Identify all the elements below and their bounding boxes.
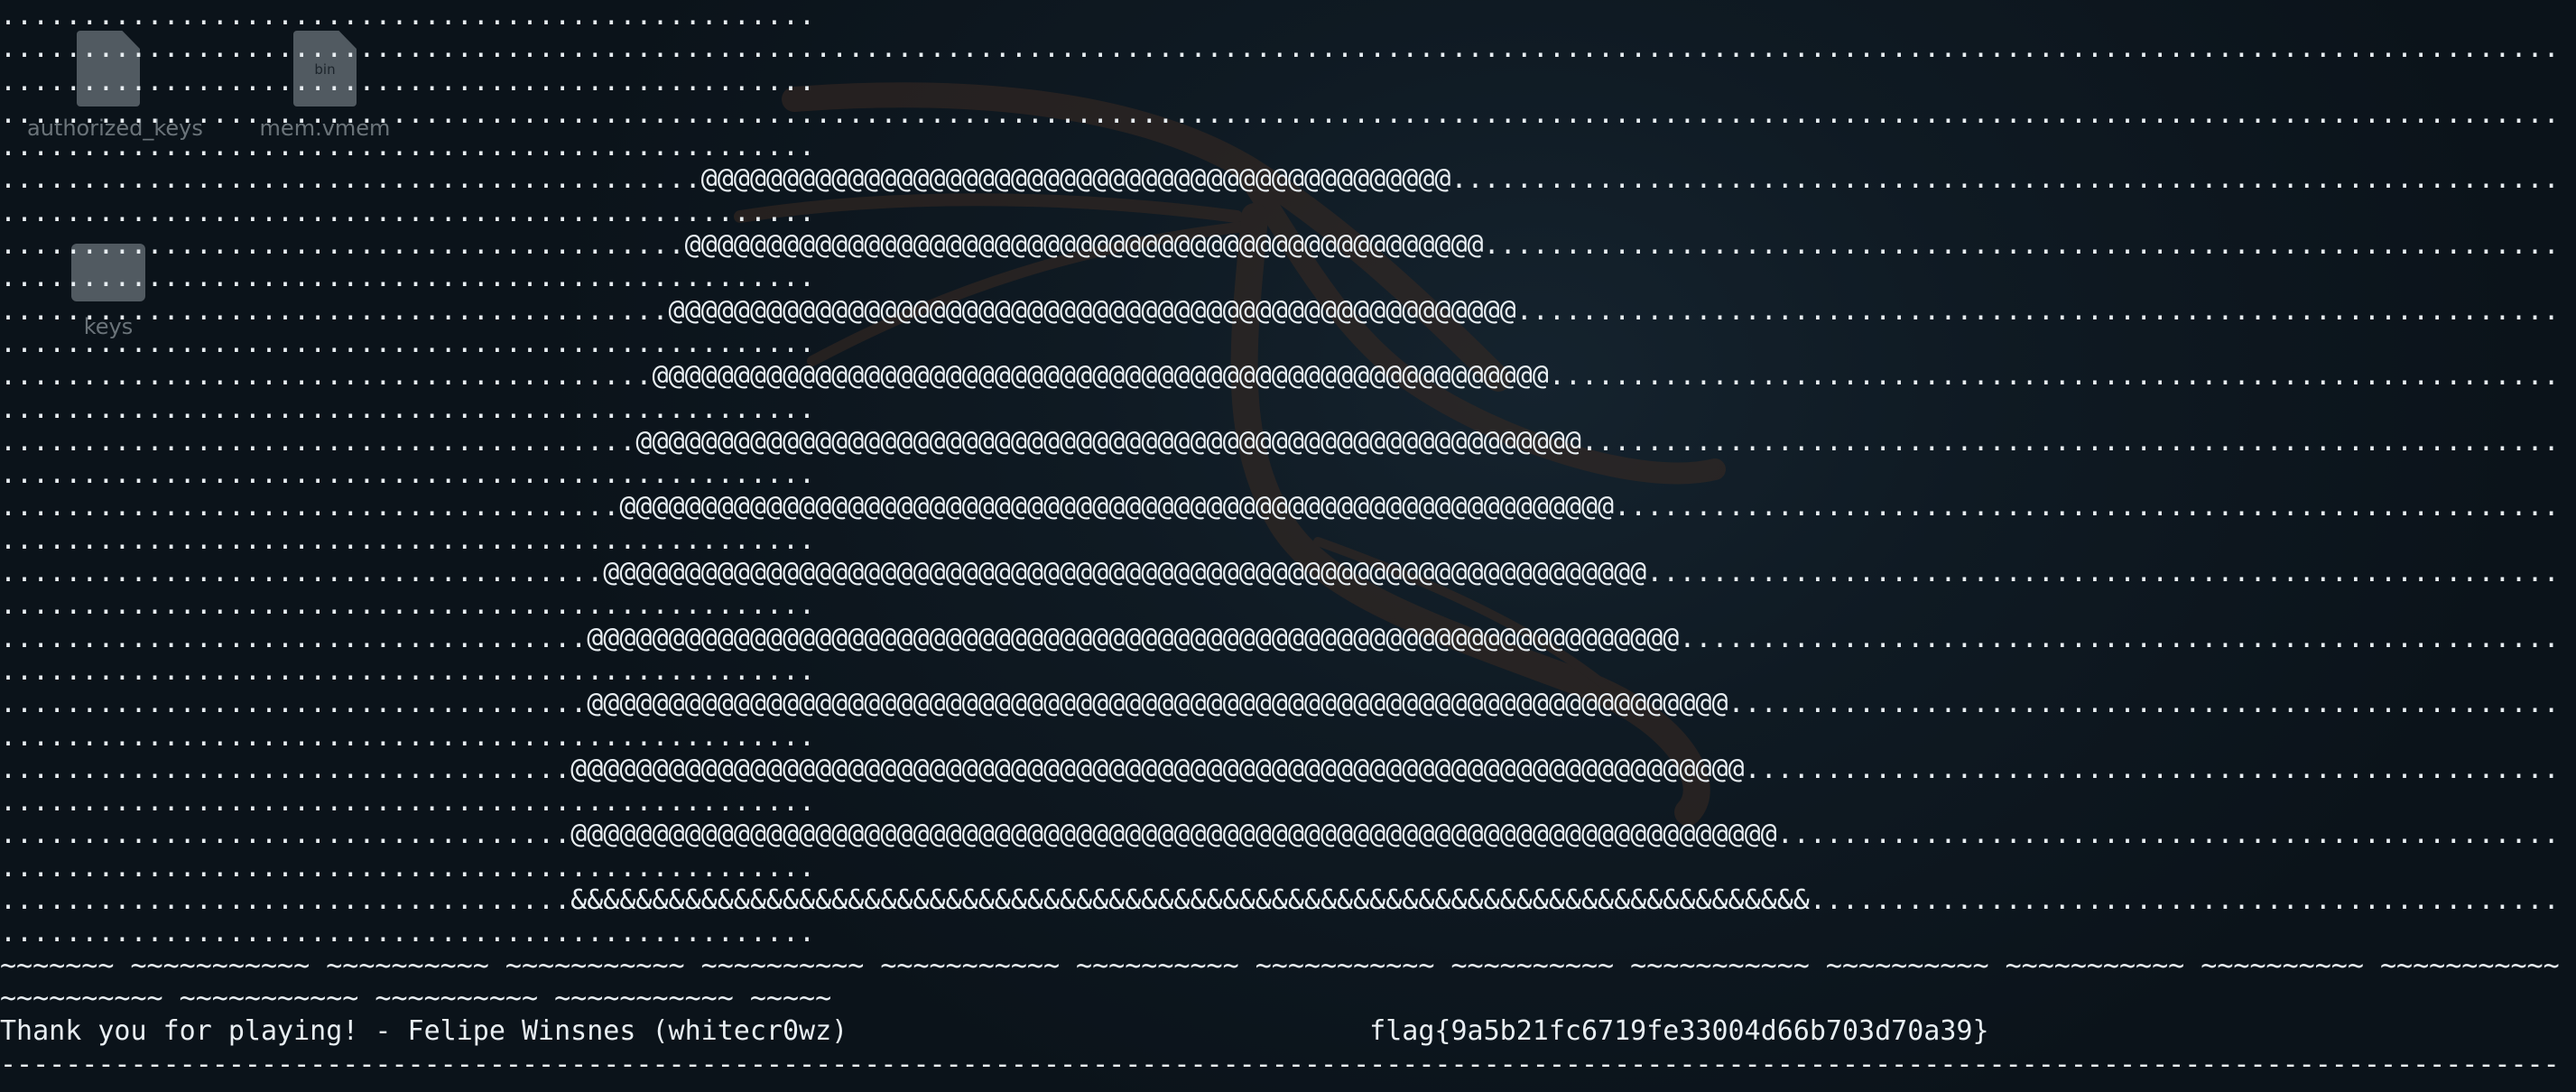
ascii-art-row: ...................................&&&&&… <box>0 884 2560 917</box>
desktop-icon-label: keys <box>83 314 134 339</box>
flag-text: flag{9a5b21fc6719fe33004d66b703d70a39} <box>1369 1015 1989 1048</box>
terminal-dot-line: ........................................… <box>0 97 2560 130</box>
terminal-dot-line: ........................................… <box>0 786 816 819</box>
credits-text: Thank you for playing! - Felipe Winsnes … <box>0 1015 848 1048</box>
ascii-art-glyphs: @@@@@@@@@@@@@@@@@@@@@@@@@@@@@@@@@@@@@@@@… <box>570 819 1777 851</box>
ascii-art-row: ...................................@@@@@… <box>0 819 2560 851</box>
ascii-art-glyphs: @@@@@@@@@@@@@@@@@@@@@@@@@@@@@@@@@@@@@@@@… <box>684 229 1484 262</box>
ascii-art-row: ........................................… <box>0 229 2560 262</box>
terminal-dot-line: ........................................… <box>0 65 816 97</box>
ascii-art-glyphs: @@@@@@@@@@@@@@@@@@@@@@@@@@@@@@@@@@@@@@@@… <box>570 753 1745 785</box>
terminal-dot-line: ........................................… <box>0 851 816 884</box>
text-file-icon <box>77 31 140 106</box>
ascii-art-row: ......................................@@… <box>0 491 2560 523</box>
desktop-icon-label: mem.vmem <box>259 116 391 141</box>
ascii-art-glyphs: @@@@@@@@@@@@@@@@@@@@@@@@@@@@@@@@@@@@@@@@… <box>635 425 1581 458</box>
terminal-dot-line: ........................................… <box>0 654 816 687</box>
terminal-dot-line: ........................................… <box>0 523 816 556</box>
desktop-icon-label: authorized_keys <box>27 116 203 141</box>
terminal-dash-line: ----------------------------------------… <box>0 1081 815 1092</box>
terminal-tilde-line: ~~~~~~~ ~~~~~~~~~~~ ~~~~~~~~~~ ~~~~~~~~~… <box>0 949 2560 982</box>
ascii-art-glyphs: @@@@@@@@@@@@@@@@@@@@@@@@@@@@@@@@@@@@@@@@… <box>603 557 1647 589</box>
folder-icon <box>71 244 145 301</box>
terminal-dot-line: ........................................… <box>0 262 816 294</box>
binary-file-icon: bin <box>293 31 357 106</box>
ascii-art-row: .....................................@@@… <box>0 557 2560 589</box>
terminal-dot-line: ........................................… <box>0 327 816 359</box>
terminal-tilde-line: ~~~~~~~~~~ ~~~~~~~~~~~ ~~~~~~~~~~ ~~~~~~… <box>0 982 832 1014</box>
desktop-icon-keys[interactable]: keys <box>27 224 190 339</box>
desktop-icon-authorized-keys[interactable]: authorized_keys <box>27 31 203 141</box>
ascii-art-glyphs: @@@@@@@@@@@@@@@@@@@@@@@@@@@@@@@@@@@@@@@@… <box>668 294 1516 327</box>
ascii-art-glyphs: @@@@@@@@@@@@@@@@@@@@@@@@@@@@@@@@@@@@@@@@… <box>587 688 1728 720</box>
ascii-art-glyphs: @@@@@@@@@@@@@@@@@@@@@@@@@@@@@@@@@@@@@@@@… <box>587 622 1680 654</box>
ascii-art-glyphs: @@@@@@@@@@@@@@@@@@@@@@@@@@@@@@@@@@@@@@@@… <box>700 163 1451 196</box>
terminal-dot-line: ........................................… <box>0 917 816 949</box>
ascii-art-glyphs: @@@@@@@@@@@@@@@@@@@@@@@@@@@@@@@@@@@@@@@@… <box>652 360 1549 393</box>
ascii-art-row: ........................................… <box>0 294 2560 327</box>
credits-line: Thank you for playing! - Felipe Winsnes … <box>0 1015 1989 1047</box>
ascii-art-row: ........................................… <box>0 163 2560 196</box>
terminal-dot-line: ........................................… <box>0 458 816 491</box>
terminal-dot-line: ........................................… <box>0 32 2560 65</box>
ascii-art-row: ....................................@@@@… <box>0 622 2560 654</box>
terminal-dot-line: ........................................… <box>0 0 816 32</box>
ascii-art-row: .......................................@… <box>0 425 2560 458</box>
desktop-icon-mem-vmem[interactable]: bin mem.vmem <box>244 31 406 141</box>
ascii-art-glyphs: &&&&&&&&&&&&&&&&&&&&&&&&&&&&&&&&&&&&&&&&… <box>570 884 1810 917</box>
terminal-dot-line: ........................................… <box>0 196 816 228</box>
ascii-art-row: ...................................@@@@@… <box>0 753 2560 785</box>
terminal-dot-line: ........................................… <box>0 393 816 425</box>
ascii-art-row: ....................................@@@@… <box>0 688 2560 720</box>
ascii-art-glyphs: @@@@@@@@@@@@@@@@@@@@@@@@@@@@@@@@@@@@@@@@… <box>619 491 1615 523</box>
ascii-art-row: ........................................… <box>0 360 2560 393</box>
terminal-dot-line: ........................................… <box>0 720 816 753</box>
terminal-dot-line: ........................................… <box>0 131 816 163</box>
terminal-dot-line: ........................................… <box>0 589 816 622</box>
terminal-dash-line: ----------------------------------------… <box>0 1048 2560 1080</box>
